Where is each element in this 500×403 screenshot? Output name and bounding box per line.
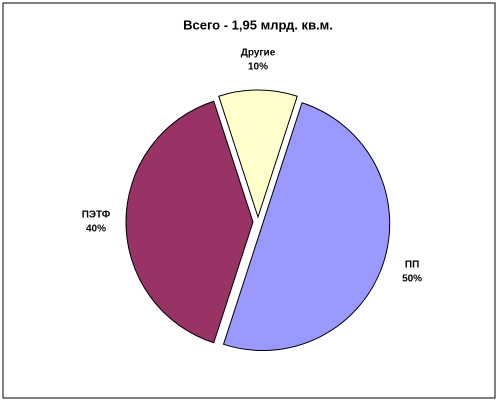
pie-slice: [218, 89, 298, 219]
slice-value-label: 50%: [402, 274, 422, 285]
pie-slice: [222, 102, 391, 351]
slice-label: ПЭТФ: [82, 210, 111, 221]
slice-label: Другие: [241, 48, 276, 59]
slice-value-label: 10%: [248, 62, 268, 73]
chart-title: Всего - 1,95 млрд. кв.м.: [183, 17, 333, 32]
slice-label: ПП: [405, 260, 419, 271]
pie-slice: [125, 100, 254, 344]
slice-value-label: 40%: [86, 224, 106, 235]
